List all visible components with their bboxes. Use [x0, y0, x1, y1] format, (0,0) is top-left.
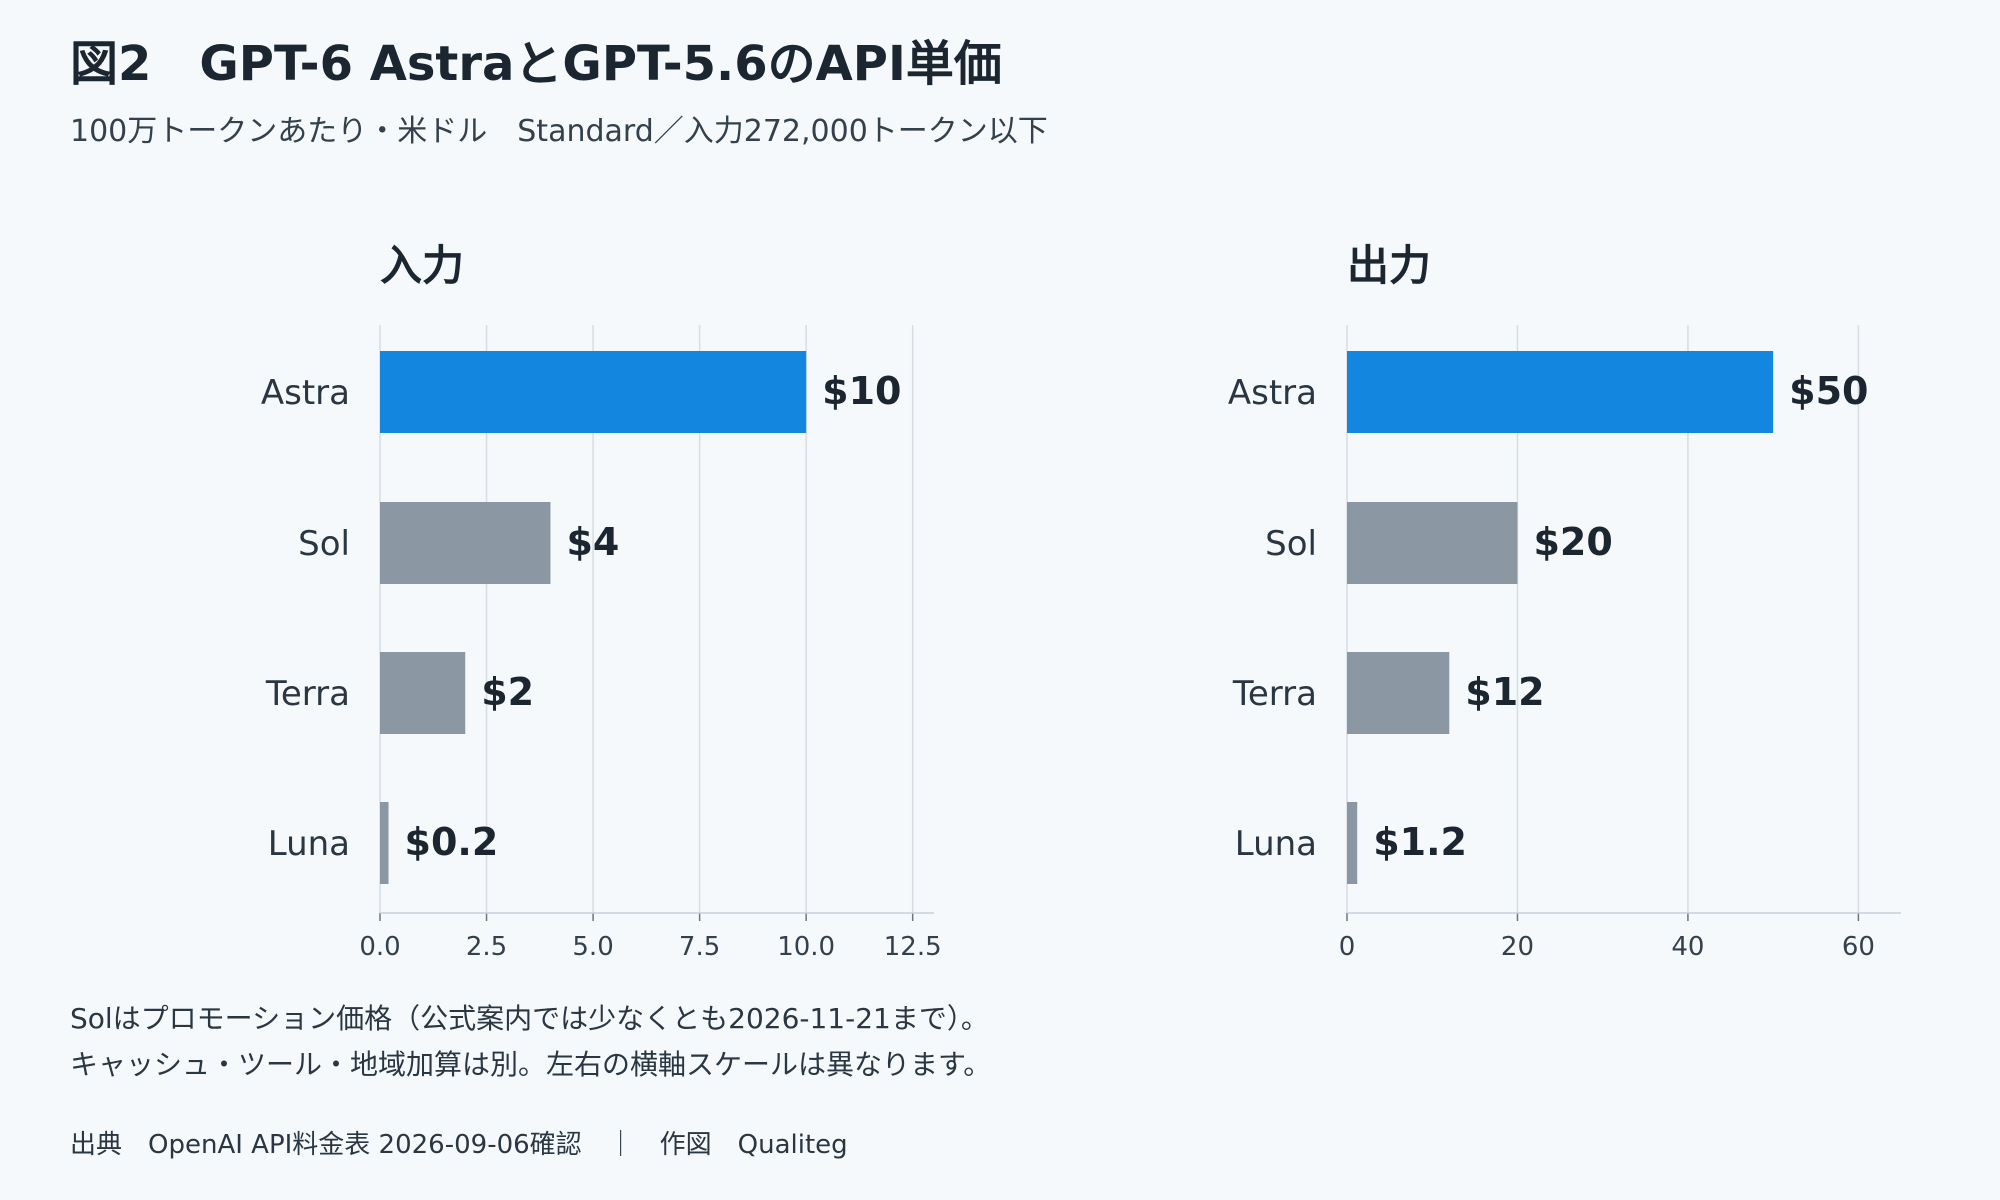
input-category-label: Luna	[268, 824, 350, 864]
output-price-panel: 出力 0 20 40 60 Astra $50 Sol $20 Terra $12 Luna $1.2	[1228, 241, 1901, 962]
output-panel-title: 出力	[1347, 241, 1431, 290]
output-value-label: $20	[1533, 520, 1612, 564]
input-value-label: $0.2	[405, 820, 499, 864]
output-bar-astra	[1347, 351, 1774, 433]
input-tick-label: 2.5	[466, 932, 507, 962]
input-bar-astra	[380, 351, 807, 433]
input-category-label: Sol	[298, 524, 350, 564]
output-category-label: Terra	[1232, 674, 1317, 714]
input-category-label: Terra	[265, 674, 350, 714]
output-tick-label: 0	[1339, 932, 1356, 962]
output-category-label: Astra	[1228, 373, 1317, 413]
footnote-line-2: キャッシュ・ツール・地域加算は別。左右の横軸スケールは異なります。	[70, 1048, 992, 1081]
output-tick-label: 40	[1671, 932, 1704, 962]
input-panel-title: 入力	[380, 241, 464, 290]
output-category-label: Luna	[1235, 824, 1317, 864]
figure-title: 図2 GPT-6 AstraとGPT-5.6のAPI単価	[70, 36, 1002, 92]
footnotes: Solはプロモーション価格（公式案内では少なくとも2026-11-21まで）。 …	[70, 996, 991, 1088]
input-value-label: $2	[481, 670, 534, 714]
figure-subtitle: 100万トークンあたり・米ドル Standard／入力272,000トークン以下	[70, 114, 1048, 149]
input-value-label: $4	[566, 520, 619, 564]
input-value-label: $10	[822, 369, 901, 413]
input-tick-label: 5.0	[572, 932, 613, 962]
output-category-label: Sol	[1265, 524, 1317, 564]
input-bar-luna	[380, 802, 389, 884]
input-price-panel: 入力 0.0 2.5 5.0 7.5 10.0 12.5 Astra $10 Sol $4 Terra…	[261, 241, 942, 962]
output-value-label: $12	[1465, 670, 1544, 714]
input-tick-label: 0.0	[359, 932, 400, 962]
source-credit: 出典 OpenAI API料金表 2026-09-06確認 ｜ 作図 Quali…	[70, 1130, 848, 1160]
output-value-label: $50	[1789, 369, 1868, 413]
output-bar-terra	[1347, 652, 1450, 734]
input-tick-label: 12.5	[884, 932, 942, 962]
output-bar-luna	[1347, 802, 1358, 884]
input-bar-sol	[380, 502, 551, 584]
footnote-line-1: Solはプロモーション価格（公式案内では少なくとも2026-11-21まで）。	[70, 1002, 989, 1035]
output-tick-label: 60	[1842, 932, 1875, 962]
input-tick-label: 7.5	[679, 932, 720, 962]
input-category-label: Astra	[261, 373, 350, 413]
output-bar-sol	[1347, 502, 1518, 584]
input-bar-terra	[380, 652, 466, 734]
output-value-label: $1.2	[1373, 820, 1467, 864]
output-tick-label: 20	[1501, 932, 1534, 962]
input-tick-label: 10.0	[777, 932, 835, 962]
